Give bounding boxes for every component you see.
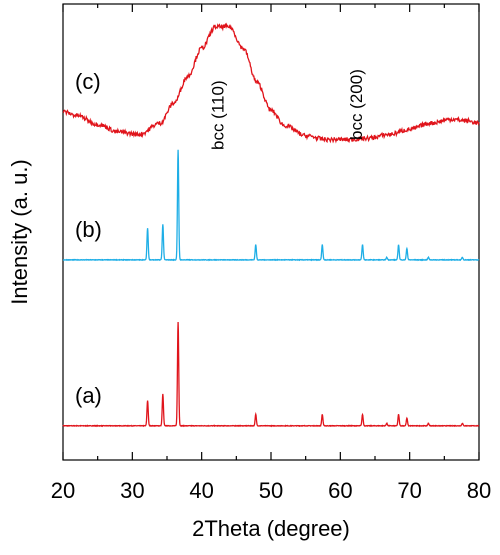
y-axis-label: Intensity (a. u.): [7, 159, 32, 305]
series-label: (a): [75, 383, 102, 408]
series-line-c: [62, 22, 480, 144]
peak-annotation: bcc (200): [347, 69, 366, 140]
x-tick-label: 50: [259, 478, 283, 503]
x-tick-label: 30: [120, 478, 144, 503]
x-tick-label: 60: [328, 478, 352, 503]
series-layer: [62, 22, 480, 428]
series-line-b: [62, 149, 480, 262]
peak-annotation: bcc (110): [208, 80, 227, 150]
series-line-a: [62, 321, 480, 428]
series-label: (b): [75, 217, 102, 242]
x-tick-label: 70: [397, 478, 421, 503]
label-layer: (a) (b) (c) bcc (110) bcc (200): [75, 69, 366, 408]
x-tick-label: 40: [189, 478, 213, 503]
x-tick-label: 20: [51, 478, 75, 503]
series-label: (c): [75, 69, 101, 94]
tick-layer: 20 30 40 50 60 70 80: [51, 4, 491, 503]
plot-frame: [62, 3, 480, 461]
x-tick-label: 80: [467, 478, 491, 503]
x-axis-label: 2Theta (degree): [192, 516, 350, 541]
